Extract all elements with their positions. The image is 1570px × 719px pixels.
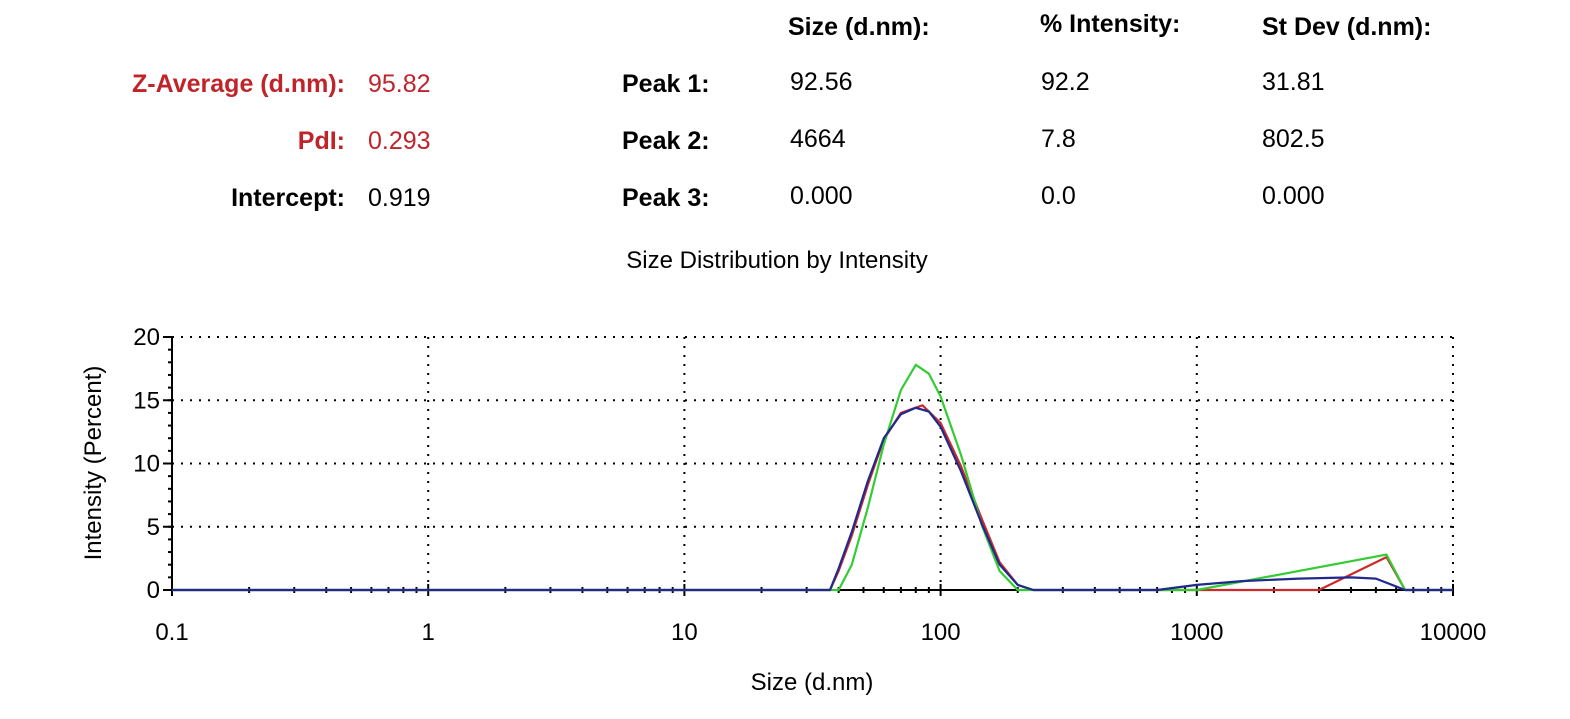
- header-intensity: % Intensity:: [1040, 10, 1181, 38]
- x-axis-title: Size (d.nm): [751, 669, 874, 696]
- peak-3-intensity: 0.0: [1041, 182, 1076, 210]
- header-size: Size (d.nm):: [788, 13, 930, 41]
- chart-grid: [172, 336, 1454, 590]
- y-tick-label: 10: [133, 451, 160, 478]
- peak-3-stdev: 0.000: [1262, 182, 1325, 210]
- chart-axes: [163, 336, 1454, 596]
- series-line-1: [172, 404, 1453, 592]
- x-tick-label: 1000: [1170, 619, 1223, 646]
- peak-2-size: 4664: [790, 125, 846, 153]
- peak-2-label: Peak 2:: [622, 127, 710, 155]
- x-tick-label: 0.1: [155, 619, 188, 646]
- y-axis-ticks: 0 5 10 15 20: [133, 324, 160, 604]
- x-tick-label: 1: [422, 619, 435, 646]
- x-axis-ticks: 0.1 1 10 100 1000 10000: [155, 619, 1486, 646]
- y-axis-title: Intensity (Percent): [80, 366, 107, 561]
- x-tick-label: 100: [921, 619, 961, 646]
- z-average-value: 95.82: [368, 70, 431, 98]
- pdi-label: PdI:: [297, 127, 345, 155]
- series-line-2: [172, 363, 1453, 592]
- y-tick-label: 15: [133, 387, 160, 414]
- chart-title: Size Distribution by Intensity: [626, 247, 927, 274]
- x-tick-label: 10000: [1420, 619, 1487, 646]
- peak-1-intensity: 92.2: [1041, 68, 1090, 96]
- peak-1-size: 92.56: [790, 68, 853, 96]
- peak-1-stdev: 31.81: [1262, 68, 1325, 96]
- header-stdev: St Dev (d.nm):: [1262, 13, 1432, 41]
- peak-2-intensity: 7.8: [1041, 125, 1076, 153]
- x-tick-label: 10: [671, 619, 698, 646]
- peak-3-size: 0.000: [790, 182, 853, 210]
- y-tick-label: 5: [147, 514, 160, 541]
- chart-series: [172, 363, 1453, 592]
- y-tick-label: 0: [147, 577, 160, 604]
- y-tick-label: 20: [133, 324, 160, 351]
- intercept-value: 0.919: [368, 184, 431, 212]
- intercept-label: Intercept:: [231, 184, 345, 212]
- peak-1-label: Peak 1:: [622, 70, 710, 98]
- series-line-3: [172, 406, 1453, 592]
- z-average-label: Z-Average (d.nm):: [132, 70, 345, 98]
- pdi-value: 0.293: [368, 127, 431, 155]
- peak-2-stdev: 802.5: [1262, 125, 1325, 153]
- peak-3-label: Peak 3:: [622, 184, 710, 212]
